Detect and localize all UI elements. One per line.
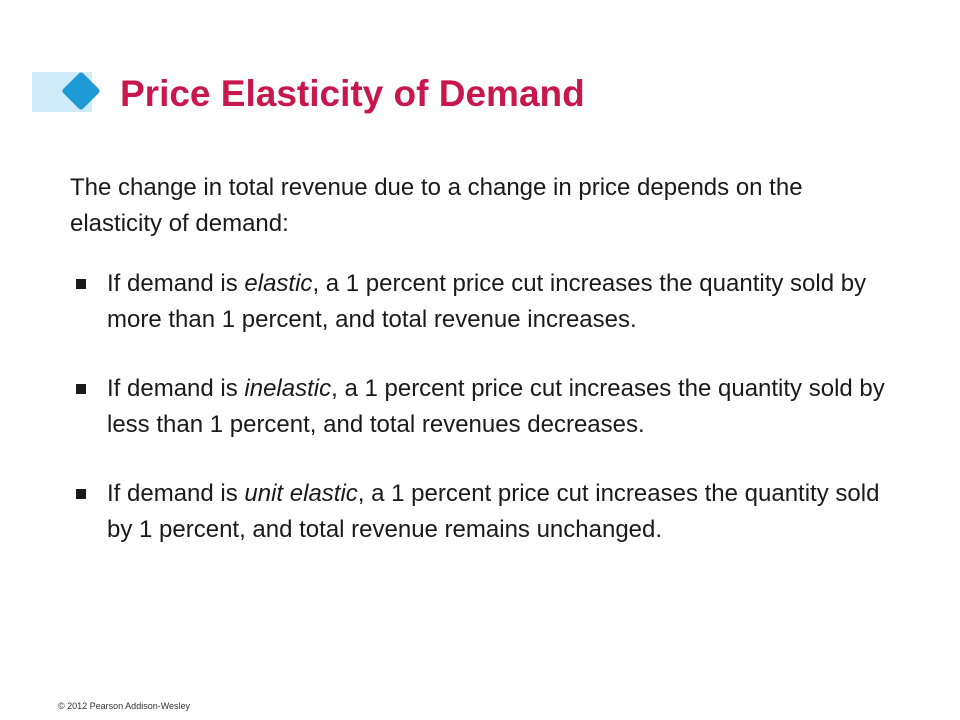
- intro-text: The change in total revenue due to a cha…: [70, 174, 803, 237]
- bullet-rest: , a 1 percent price cut increases the qu…: [107, 270, 867, 333]
- bullet-term: inelastic: [244, 375, 332, 402]
- square-bullet-icon: [76, 279, 86, 289]
- bullet-prefix: If demand is: [107, 480, 245, 507]
- bullet-unit-elastic: If demand is unit elastic, a 1 percent p…: [70, 476, 910, 548]
- bullet-prefix: If demand is: [107, 270, 245, 297]
- bullet-inelastic: If demand is inelastic, a 1 percent pric…: [70, 371, 910, 443]
- copyright-footer: © 2012 Pearson Addison-Wesley: [58, 701, 191, 711]
- bullet-list: If demand is elastic, a 1 percent price …: [70, 266, 910, 581]
- bullet-rest: , a 1 percent price cut increases the qu…: [107, 375, 885, 438]
- bullet-prefix: If demand is: [107, 375, 245, 402]
- square-bullet-icon: [76, 384, 86, 394]
- bullet-term: elastic: [244, 270, 313, 297]
- slide-title: Price Elasticity of Demand: [120, 73, 585, 114]
- square-bullet-icon: [76, 489, 86, 499]
- bullet-term: unit elastic: [244, 480, 358, 507]
- bullet-rest: , a 1 percent price cut increases the qu…: [107, 480, 880, 543]
- bullet-elastic: If demand is elastic, a 1 percent price …: [70, 266, 910, 338]
